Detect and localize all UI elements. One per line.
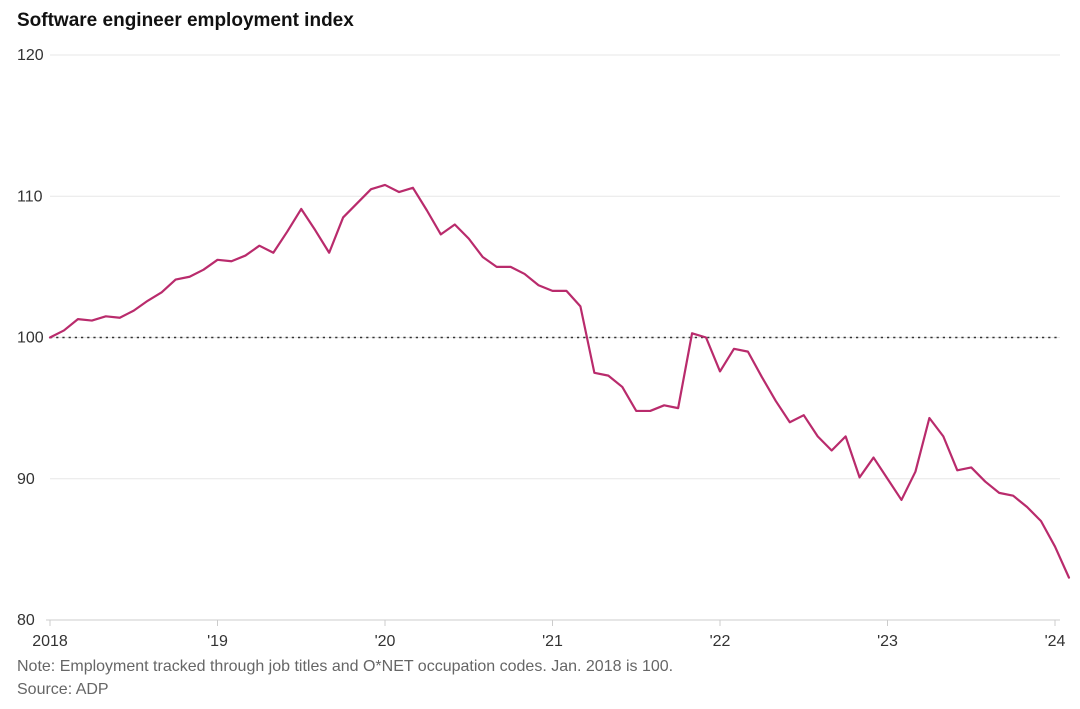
svg-text:90: 90 [17,471,35,488]
svg-text:'20: '20 [375,633,396,650]
chart-note: Note: Employment tracked through job tit… [17,658,673,676]
chart-container: Software engineer employment index 80901… [0,0,1080,709]
svg-text:120: 120 [17,47,44,64]
svg-text:2018: 2018 [32,633,68,650]
chart-svg: 80 90 100 110 120 2018 '19 '20 '21 '22 '23 '24 [0,0,1080,709]
svg-text:'22: '22 [710,633,731,650]
svg-text:'19: '19 [207,633,228,650]
svg-text:100: 100 [17,330,44,347]
svg-text:110: 110 [17,188,43,205]
svg-text:'21: '21 [542,633,563,650]
chart-source: Source: ADP [17,681,109,699]
svg-text:'24: '24 [1045,633,1066,650]
svg-text:80: 80 [17,612,35,629]
series-line [50,185,1069,578]
svg-text:'23: '23 [877,633,898,650]
